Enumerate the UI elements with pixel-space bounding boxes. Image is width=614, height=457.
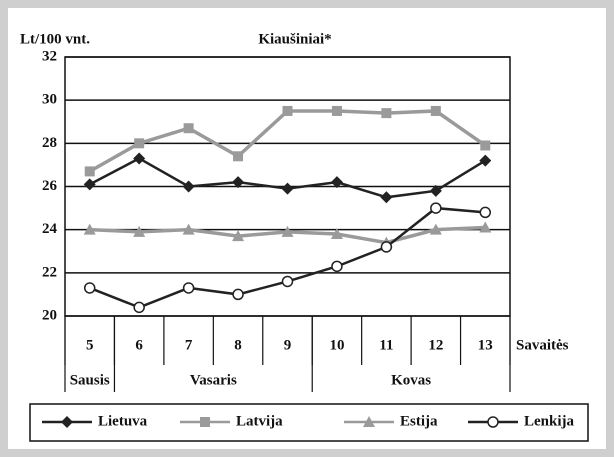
marker [479,221,492,233]
marker [133,225,146,237]
marker [330,176,343,189]
y-tick-label: 26 [42,178,58,194]
marker [281,225,294,237]
marker [281,275,294,288]
marker [330,227,343,239]
marker [380,241,393,253]
marker [134,138,145,149]
x-tick-label: 5 [86,337,94,353]
marker [282,105,293,116]
marker [429,184,442,197]
x-tick-label: 13 [478,337,493,353]
x-tick-label: 9 [284,337,292,353]
marker [83,282,96,294]
y-tick-label: 30 [42,92,57,108]
marker [232,176,245,189]
marker [83,223,96,235]
x-tick-label: 12 [428,337,443,353]
marker [182,223,195,235]
x-axis-label: Savaitės [516,337,569,353]
marker [84,166,95,177]
month-label: Kovas [391,372,431,388]
marker [61,416,73,428]
marker [182,180,195,193]
marker [200,417,210,427]
y-tick-label: 32 [42,48,57,64]
y-tick-label: 24 [42,221,58,237]
marker [183,123,194,134]
marker [232,288,244,301]
marker [480,140,491,151]
marker [182,282,195,294]
marker [331,260,343,273]
legend-label: Latvija [236,413,283,429]
marker [83,178,96,191]
marker [363,416,375,427]
chart-title: Kiaušiniai* [258,31,331,47]
marker [133,301,145,314]
x-tick-label: 10 [329,337,344,353]
legend-label: Lenkija [524,413,575,429]
marker [487,416,499,428]
marker [133,152,146,165]
y-tick-label: 20 [42,307,57,323]
marker [430,105,441,116]
month-label: Sausis [70,372,110,388]
marker [331,105,342,116]
marker [429,223,442,235]
legend-label: Estija [400,413,438,429]
x-tick-label: 8 [234,337,242,353]
x-tick-label: 11 [379,337,393,353]
marker [479,206,492,219]
marker [232,230,245,242]
marker [281,182,294,195]
marker [381,108,392,119]
y-axis-label: Lt/100 vnt. [20,31,90,47]
x-tick-label: 6 [135,337,143,353]
marker [380,191,393,204]
y-tick-label: 22 [42,264,57,280]
marker [479,154,492,167]
x-tick-label: 7 [185,337,193,353]
month-label: Vasaris [190,372,237,388]
legend-box [29,403,589,442]
marker [233,151,244,162]
y-tick-label: 28 [42,135,57,151]
marker [430,202,442,214]
legend-label: Lietuva [98,413,148,429]
